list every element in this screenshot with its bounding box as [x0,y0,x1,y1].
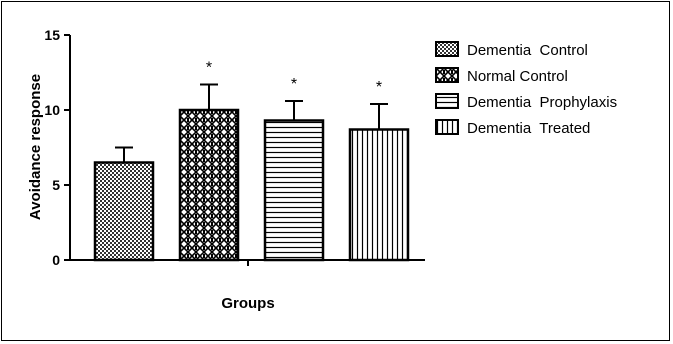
significance-marker: * [376,79,382,96]
legend-swatch-horizontal-lines [435,93,459,109]
bar-vertical-lines [348,128,410,262]
legend-label: Dementia Treated [467,120,590,137]
legend-swatch-vertical-lines [435,119,459,135]
significance-marker: * [206,60,212,77]
y-tick-label: 10 [44,102,60,118]
y-axis-label: Avoidance response [27,74,44,220]
bar-checkerboard [93,161,155,262]
legend: Dementia Control Normal Control Dementia P… [435,41,617,137]
legend-label: Dementia Prophylaxis [467,94,617,111]
y-axis-ticks: 0 5 10 15 [44,27,70,268]
x-axis-label: Groups [221,295,274,312]
bar-diamond-check [178,108,240,262]
bars-group: * * * [93,60,410,262]
legend-label: Dementia Control [467,42,588,59]
legend-swatch-diamond-check [435,67,459,83]
y-tick-label: 5 [52,177,60,193]
significance-marker: * [291,76,297,93]
y-tick-label: 0 [52,252,60,268]
bar-horizontal-lines [263,119,325,262]
legend-label: Normal Control [467,68,568,85]
legend-swatch-checkerboard [435,41,459,57]
y-tick-label: 15 [44,27,60,43]
